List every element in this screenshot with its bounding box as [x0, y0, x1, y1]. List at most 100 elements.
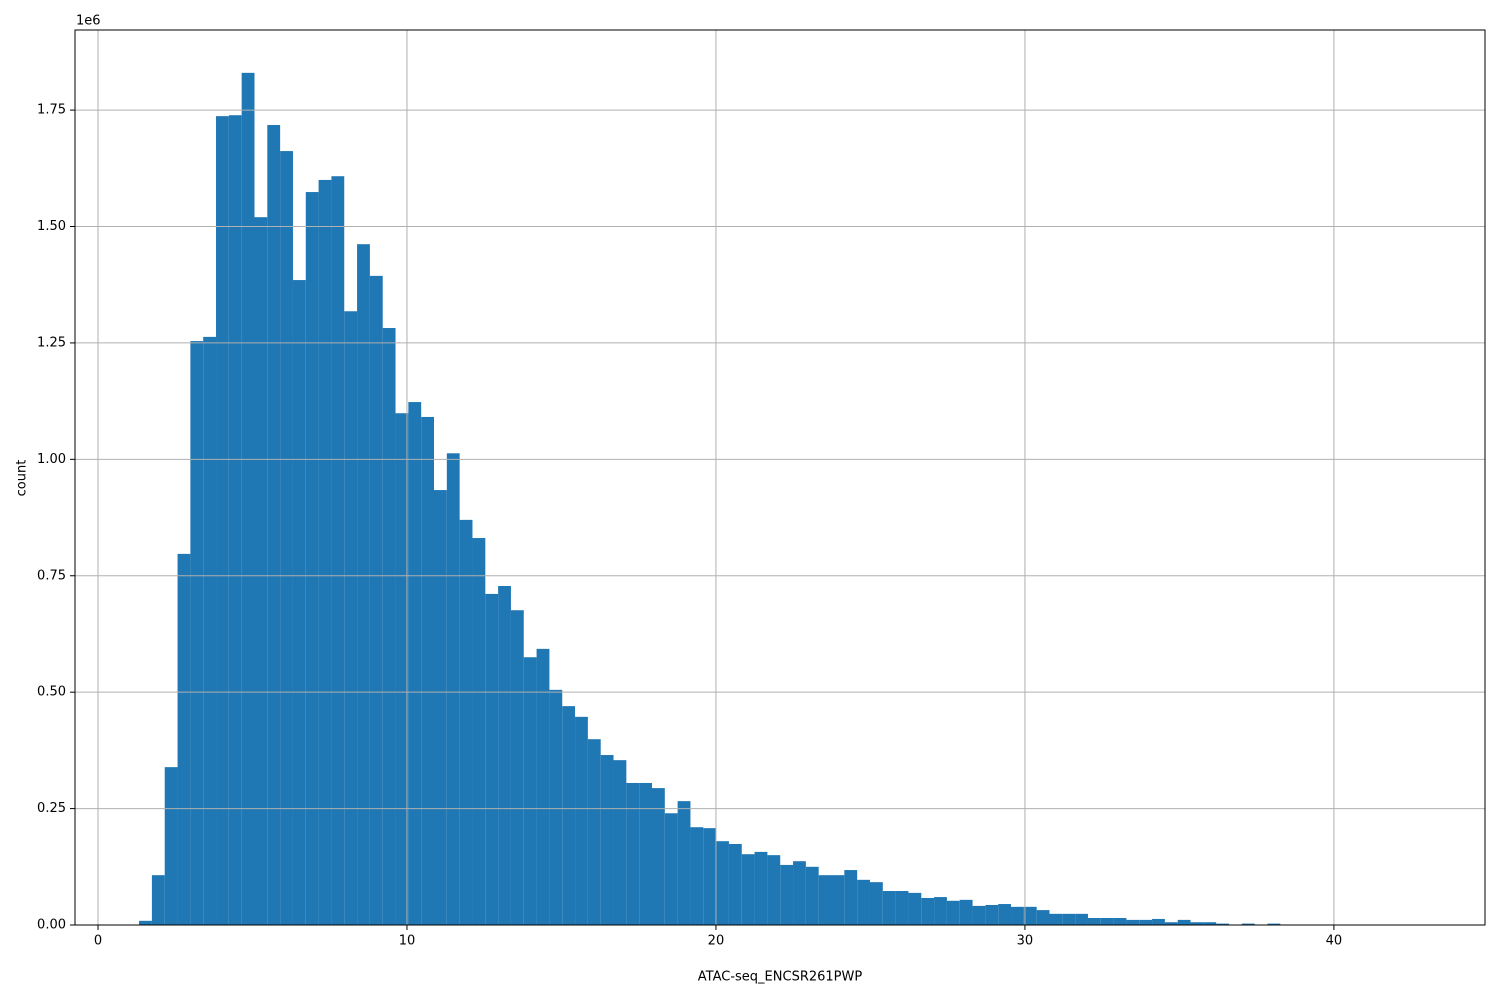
bar [434, 490, 447, 925]
bar [459, 519, 473, 925]
x-tick-label: 20 [708, 934, 725, 949]
bar [844, 870, 858, 925]
bar [1267, 923, 1281, 925]
bar [562, 706, 576, 925]
bar [395, 413, 409, 925]
bar [177, 553, 191, 925]
bar [510, 610, 524, 925]
bar [549, 689, 563, 925]
y-tick-label: 0.50 [37, 685, 66, 700]
bar [664, 813, 678, 925]
bar [1011, 906, 1024, 925]
bar [318, 179, 332, 926]
bar [241, 72, 255, 925]
bar [139, 920, 152, 925]
bar [741, 854, 755, 925]
bar [1126, 919, 1140, 925]
bar [331, 176, 345, 926]
bar [626, 782, 640, 925]
x-tick-label: 10 [399, 934, 416, 949]
y-tick-label: 0.00 [37, 918, 66, 933]
bar [151, 875, 165, 925]
bar [254, 217, 268, 926]
bar [895, 891, 909, 925]
bar [357, 244, 370, 925]
bar [267, 124, 281, 925]
bar [921, 897, 935, 925]
bar [1100, 918, 1114, 925]
y-tick-label: 1.75 [37, 103, 66, 118]
bar [651, 788, 665, 925]
x-tick-label: 40 [1326, 934, 1343, 949]
bar [934, 897, 947, 925]
bar [203, 336, 217, 925]
bar [972, 905, 986, 925]
bar [1139, 919, 1153, 925]
bar [1023, 906, 1037, 925]
x-tick-label: 0 [94, 934, 102, 949]
bar [472, 538, 486, 925]
bar [767, 855, 781, 925]
y-tick-label: 1.25 [37, 335, 66, 350]
bar [703, 828, 717, 925]
bar [164, 767, 178, 925]
bar [1113, 918, 1127, 925]
bar [1036, 910, 1050, 925]
bar [446, 453, 460, 925]
bar [793, 861, 806, 925]
bar [485, 593, 499, 925]
bar [959, 899, 973, 925]
bar [1190, 922, 1204, 925]
bar [421, 416, 435, 925]
y-axis-label: count [15, 460, 30, 497]
bar [1049, 913, 1063, 925]
y-tick-label: 0.75 [37, 568, 66, 583]
bar [1203, 922, 1217, 925]
bar [536, 648, 550, 925]
bar [869, 882, 883, 925]
bar [305, 192, 319, 926]
bar [908, 892, 922, 925]
bar [716, 841, 729, 925]
bar [946, 900, 960, 925]
bar [408, 402, 422, 925]
bar [677, 801, 691, 925]
bar [292, 280, 306, 926]
bar [818, 875, 832, 925]
bar [575, 716, 588, 925]
bar [228, 115, 242, 925]
y-tick-label: 1.00 [37, 452, 66, 467]
y-offset-label: 1e6 [76, 14, 101, 29]
bar [639, 782, 652, 925]
bar [690, 827, 704, 925]
bar [1241, 923, 1255, 925]
bar [754, 851, 768, 925]
bar [1164, 922, 1178, 925]
bar [498, 585, 511, 925]
bar [216, 116, 229, 926]
plot-frame [74, 29, 1486, 926]
bar [780, 864, 794, 925]
bar [857, 879, 870, 925]
x-axis-label: ATAC-seq_ENCSR261PWP [698, 970, 863, 985]
bar [280, 151, 293, 926]
bar [831, 875, 845, 925]
y-tick-label: 0.25 [37, 801, 66, 816]
bar [1216, 923, 1230, 925]
bar [600, 755, 614, 925]
bar [369, 275, 383, 925]
x-tick-label: 30 [1017, 934, 1034, 949]
bar [882, 891, 896, 925]
bar [1177, 919, 1191, 925]
bar [985, 904, 999, 925]
bar [190, 341, 204, 925]
bar [1152, 918, 1165, 925]
bar [523, 657, 537, 925]
bar [1062, 913, 1076, 925]
y-tick-label: 1.50 [37, 219, 66, 234]
bar [382, 328, 396, 925]
bar [1087, 918, 1101, 925]
bar [613, 760, 627, 925]
